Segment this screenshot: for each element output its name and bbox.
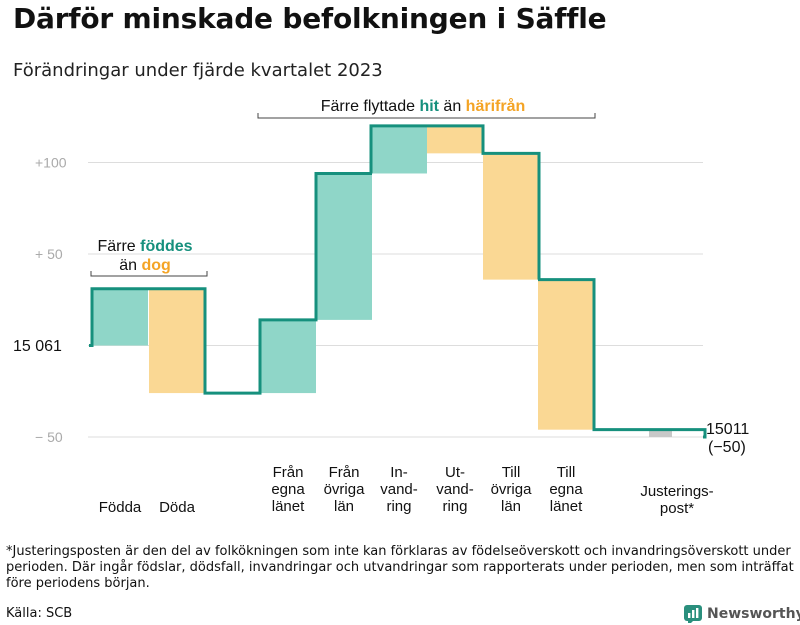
bar-in [316,173,372,320]
category-labels: Födda Döda Från egna länet Från övriga län In-va… [99,464,714,517]
bar-adjust [649,429,672,437]
category-label: Till egna länet [549,464,583,515]
chart-subtitle: Förändringar under fjärde kvartalet 2023 [13,60,383,81]
bars [92,125,672,437]
waterfall-chart: +100 + 50 − 50 Födda Döda Från egna länet Från ö… [13,97,749,517]
brand-name: Newsworthy [707,606,800,622]
category-label: Döda [159,499,196,516]
category-label: In-vand-ring [380,464,418,515]
end-change-label: (−50) [708,439,746,456]
moves-bracket [257,113,596,119]
source: Källa: SCB [6,606,73,621]
births-bracket [90,271,208,277]
chart-title: Därför minskade befolkningen i Säffle [13,2,607,35]
category-label: Justerings-post* [640,483,713,517]
bar-out [483,153,539,280]
brand-logo[interactable]: Newsworthy [684,603,800,625]
bar-out [149,288,205,394]
category-label: Till övriga län [491,464,533,515]
bar-in [260,319,316,394]
bar-in [371,125,427,174]
footnote: *Justeringsposten är den del av folkökni… [6,544,794,591]
category-label: Från övriga län [324,464,366,515]
y-tick-label: +100 [35,155,67,171]
y-tick-label: − 50 [35,429,63,445]
births-annotation-line1: Färre föddes [97,238,192,255]
bar-out [427,125,483,154]
start-value-label: 15 061 [13,338,62,355]
births-annotation-line2: än dog [119,257,171,274]
running-total-path [89,124,707,439]
end-value-label: 15011 [706,421,749,438]
bar-chart-icon [684,605,702,623]
category-label: Från egna länet [271,464,305,515]
moves-annotation-text: Färre flyttade hit än härifrån [321,97,526,115]
category-label: Födda [99,499,142,516]
bar-out [538,279,594,430]
category-label: Ut-vand-ring [436,464,474,515]
moves-annotation: Färre flyttade hit än härifrån [257,97,596,119]
bar-in [92,288,148,346]
y-axis-ticks: +100 + 50 − 50 [35,155,67,446]
y-tick-label: + 50 [35,246,63,262]
running-total-line [89,124,707,439]
births-annotation: Färre föddes än dog [90,238,208,277]
